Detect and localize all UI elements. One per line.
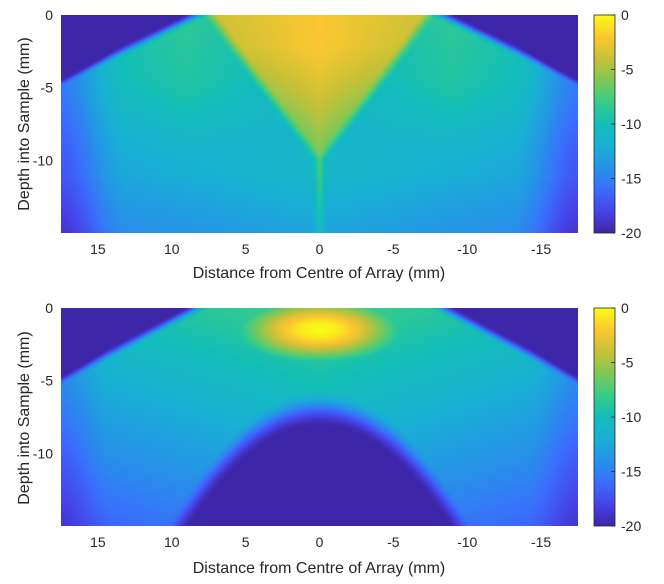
colorbar-tick-label: -15 bbox=[621, 464, 641, 480]
x-tick-label: 10 bbox=[164, 241, 180, 257]
colorbar-tick-label: -20 bbox=[621, 518, 641, 534]
x-axis-label-top: Distance from Centre of Array (mm) bbox=[193, 265, 446, 282]
x-tick-label: 15 bbox=[90, 534, 106, 550]
heatmap-panel-top: 15 10 5 0 -5 -10 -15 0 -5 -10 Distance from Cent… bbox=[16, 7, 641, 282]
colorbar-tick-label: 0 bbox=[621, 7, 629, 23]
y-axis-label-bottom: Depth into Sample (mm) bbox=[16, 331, 33, 504]
x-tick-label: -10 bbox=[457, 534, 477, 550]
colorbar-tick-label: -20 bbox=[621, 225, 641, 241]
colorbar-tick-labels-bottom: 0 -5 -10 -15 -20 bbox=[611, 300, 641, 534]
x-tick-label: -5 bbox=[387, 241, 400, 257]
colorbar-tick-label: -10 bbox=[621, 116, 641, 132]
x-tick-labels-top: 15 10 5 0 -5 -10 -15 bbox=[90, 241, 551, 257]
colorbar-tick-label: -5 bbox=[621, 62, 634, 78]
y-tick-labels-top: 0 -5 -10 bbox=[33, 7, 53, 168]
y-tick-label: -5 bbox=[41, 80, 54, 96]
x-tick-labels-bottom: 15 10 5 0 -5 -10 -15 bbox=[90, 534, 551, 550]
x-tick-label: -15 bbox=[531, 241, 551, 257]
colorbar-tick-label: -10 bbox=[621, 409, 641, 425]
x-tick-label: -5 bbox=[387, 534, 400, 550]
colorbar-bottom bbox=[594, 308, 615, 526]
colorbar-tick-label: -5 bbox=[621, 355, 634, 371]
colorbar-top bbox=[594, 15, 615, 233]
x-tick-label: 0 bbox=[316, 534, 324, 550]
x-tick-label: 15 bbox=[90, 241, 106, 257]
colorbar-tick-label: 0 bbox=[621, 300, 629, 316]
y-tick-label: 0 bbox=[45, 7, 53, 23]
colorbar-tick-labels-top: 0 -5 -10 -15 -20 bbox=[611, 7, 641, 241]
y-tick-labels-bottom: 0 -5 -10 bbox=[33, 300, 53, 461]
x-tick-label: 10 bbox=[164, 534, 180, 550]
x-tick-label: -15 bbox=[531, 534, 551, 550]
x-tick-label: 5 bbox=[242, 241, 250, 257]
x-tick-label: -10 bbox=[457, 241, 477, 257]
heatmap-panel-bottom: 15 10 5 0 -5 -10 -15 0 -5 -10 Distance from Cent… bbox=[16, 300, 641, 577]
x-tick-label: 0 bbox=[316, 241, 324, 257]
y-tick-label: 0 bbox=[45, 300, 53, 316]
colorbar-tick-label: -15 bbox=[621, 171, 641, 187]
y-tick-label: -10 bbox=[33, 152, 53, 168]
heatmap-image-top bbox=[61, 15, 578, 233]
x-axis-label-bottom: Distance from Centre of Array (mm) bbox=[193, 560, 446, 577]
x-tick-label: 5 bbox=[242, 534, 250, 550]
y-tick-label: -5 bbox=[41, 373, 54, 389]
heatmap-image-bottom bbox=[61, 308, 578, 526]
y-axis-label-top: Depth into Sample (mm) bbox=[16, 37, 33, 210]
y-tick-label: -10 bbox=[33, 445, 53, 461]
